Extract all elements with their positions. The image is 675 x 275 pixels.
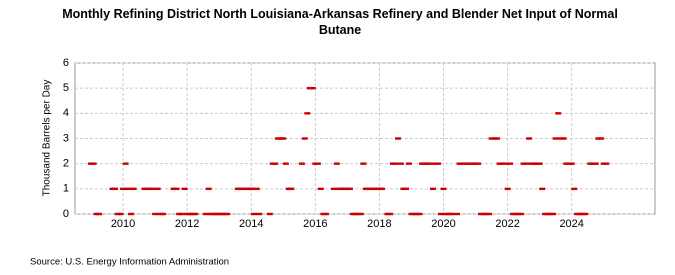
point — [130, 187, 137, 191]
y-tick-label: 5 — [63, 82, 69, 94]
point — [288, 187, 295, 191]
x-tick-label: 2010 — [111, 218, 135, 230]
point — [518, 212, 525, 216]
y-tick-label: 1 — [63, 183, 69, 195]
y-tick-label: 4 — [63, 107, 69, 119]
point — [397, 162, 404, 165]
point — [96, 212, 103, 216]
point — [555, 112, 562, 115]
point — [314, 162, 321, 165]
y-axis-label: Thousand Barrels per Day — [42, 80, 53, 197]
point — [322, 212, 329, 216]
point — [125, 187, 132, 191]
point — [550, 212, 557, 216]
point — [280, 137, 287, 140]
point — [560, 137, 567, 140]
x-tick-label: 2024 — [559, 218, 583, 230]
point — [317, 187, 324, 191]
y-tick-label: 6 — [63, 57, 69, 69]
point — [309, 86, 316, 90]
point — [386, 212, 393, 216]
point — [357, 212, 364, 216]
point — [416, 212, 423, 216]
point — [523, 162, 530, 165]
point — [437, 212, 444, 216]
point — [301, 137, 308, 140]
chart-title: Monthly Refining District North Louisian… — [62, 7, 618, 37]
x-tick-label: 2016 — [303, 218, 327, 230]
point — [475, 162, 482, 165]
point — [224, 212, 231, 216]
point — [603, 162, 610, 165]
x-tick-label: 2022 — [495, 218, 519, 230]
x-tick-label: 2012 — [175, 218, 199, 230]
point — [486, 212, 493, 216]
x-tick-label: 2020 — [431, 218, 455, 230]
source: Source: U.S. Energy Information Administ… — [30, 257, 229, 268]
point — [598, 137, 605, 140]
point — [582, 212, 589, 216]
point — [592, 162, 599, 165]
point — [333, 162, 340, 165]
point — [112, 187, 119, 191]
point — [395, 137, 402, 140]
point — [160, 212, 167, 216]
point — [117, 212, 124, 216]
point — [149, 187, 156, 191]
x-tick-label: 2014 — [239, 218, 263, 230]
point — [282, 162, 289, 165]
point — [403, 187, 410, 191]
point — [360, 162, 367, 165]
point — [330, 187, 337, 191]
point — [178, 212, 185, 216]
point — [298, 162, 305, 165]
point — [266, 212, 273, 216]
point — [405, 162, 412, 165]
point — [152, 212, 159, 216]
point — [250, 212, 257, 216]
point — [448, 212, 455, 216]
point — [392, 162, 399, 165]
point — [192, 212, 199, 216]
point — [440, 187, 447, 191]
point — [173, 187, 180, 191]
point — [90, 162, 97, 165]
point — [248, 187, 255, 191]
point — [502, 162, 509, 165]
point — [120, 187, 127, 191]
point — [181, 187, 188, 191]
point — [435, 162, 442, 165]
point — [429, 187, 436, 191]
y-tick-label: 0 — [63, 208, 69, 220]
point — [571, 187, 578, 191]
point — [205, 187, 212, 191]
point — [272, 162, 279, 165]
point — [154, 187, 161, 191]
point — [568, 162, 575, 165]
point — [526, 137, 533, 140]
x-tick-label: 2018 — [367, 218, 391, 230]
point — [253, 187, 260, 191]
point — [453, 212, 460, 216]
point — [202, 212, 209, 216]
point — [536, 162, 543, 165]
point — [122, 162, 129, 165]
point — [256, 212, 263, 216]
point — [552, 137, 559, 140]
point — [539, 187, 546, 191]
point — [504, 187, 511, 191]
point — [304, 112, 311, 115]
y-tick-label: 2 — [63, 158, 69, 170]
point — [507, 162, 514, 165]
point — [427, 162, 434, 165]
point — [128, 212, 135, 216]
point — [378, 187, 385, 191]
point — [346, 187, 353, 191]
point — [494, 137, 501, 140]
y-tick-label: 3 — [63, 132, 69, 144]
